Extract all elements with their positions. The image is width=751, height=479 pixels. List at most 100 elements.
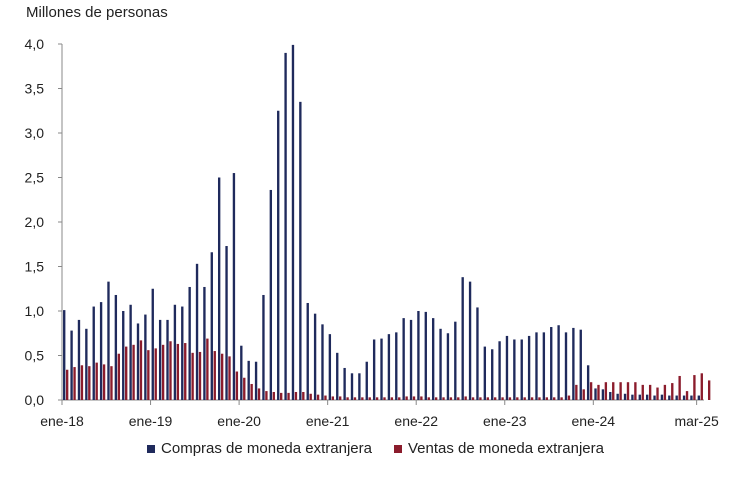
- bar-compras: [476, 307, 479, 400]
- bar-compras: [461, 277, 464, 400]
- bar-ventas: [191, 352, 194, 400]
- bar-compras: [439, 328, 442, 400]
- bar-compras: [431, 318, 435, 400]
- y-tick-label: 0,0: [25, 392, 45, 408]
- bar-ventas: [508, 397, 512, 400]
- bar-ventas: [220, 353, 224, 400]
- bar-compras: [240, 345, 243, 400]
- x-tick-label: ene-24: [572, 413, 616, 429]
- bar-compras: [122, 311, 125, 400]
- y-axis-title: Millones de personas: [26, 4, 168, 21]
- bar-compras: [623, 393, 627, 400]
- bar-compras: [491, 349, 494, 400]
- bar-compras: [586, 365, 590, 400]
- bar-compras: [306, 302, 309, 400]
- bar-ventas: [176, 343, 180, 400]
- bar-ventas: [656, 387, 659, 400]
- bar-ventas: [434, 397, 438, 400]
- bar-ventas: [383, 397, 386, 400]
- bar-ventas: [287, 392, 290, 400]
- bar-ventas: [479, 397, 482, 400]
- bar-compras: [594, 388, 597, 400]
- bar-compras: [129, 304, 132, 400]
- y-tick-label: 3,0: [25, 125, 45, 141]
- legend-swatch-ventas: [393, 444, 402, 453]
- bar-compras: [645, 394, 649, 400]
- bar-ventas: [516, 397, 519, 400]
- bar-compras: [483, 346, 487, 400]
- bar-compras: [631, 394, 634, 400]
- x-tick-label: ene-21: [306, 413, 350, 429]
- bar-compras: [114, 294, 118, 400]
- x-tick-label: ene-23: [483, 413, 527, 429]
- x-tick-label: ene-18: [40, 413, 84, 429]
- bar-compras: [446, 333, 450, 400]
- bar-compras: [564, 332, 568, 400]
- bar-ventas: [132, 344, 135, 400]
- bar-ventas: [139, 340, 143, 400]
- bar-ventas: [678, 375, 681, 400]
- bar-compras: [173, 304, 177, 400]
- bar-compras: [210, 252, 213, 400]
- bar-compras: [682, 395, 686, 400]
- bar-compras: [254, 361, 258, 400]
- bar-ventas: [316, 394, 320, 400]
- bar-compras: [299, 101, 302, 400]
- bar-compras: [660, 394, 664, 400]
- bar-compras: [638, 394, 641, 400]
- bar-compras: [63, 310, 66, 400]
- bar-ventas: [346, 397, 349, 400]
- bar-ventas: [457, 397, 460, 400]
- bar-compras: [203, 286, 206, 400]
- bar-compras: [409, 319, 413, 400]
- bar-compras: [166, 319, 169, 400]
- bar-compras: [550, 327, 553, 400]
- bar-compras: [247, 360, 250, 400]
- bar-ventas: [235, 371, 239, 400]
- bar-compras: [343, 367, 346, 400]
- legend-item-ventas: Ventas de moneda extranjera: [393, 440, 604, 457]
- bar-compras: [328, 334, 332, 400]
- bar-ventas: [309, 393, 312, 400]
- bar-ventas: [147, 350, 150, 400]
- bar-compras: [269, 189, 273, 400]
- bar-ventas: [353, 397, 357, 400]
- bar-ventas: [95, 362, 98, 400]
- bar-ventas: [582, 389, 585, 400]
- bar-compras: [336, 352, 339, 400]
- legend-swatch-compras: [147, 444, 156, 453]
- bar-compras: [277, 110, 280, 400]
- bar-ventas: [390, 397, 394, 400]
- bar-ventas: [420, 396, 423, 400]
- bar-compras: [387, 334, 391, 400]
- bar-ventas: [560, 397, 563, 400]
- bar-ventas: [619, 382, 622, 400]
- bar-ventas: [375, 397, 379, 400]
- bar-ventas: [553, 397, 556, 400]
- legend: Compras de moneda extranjera Ventas de m…: [0, 440, 751, 457]
- bar-compras: [99, 302, 103, 400]
- bar-ventas: [685, 391, 689, 400]
- bar-ventas: [169, 341, 172, 400]
- bar-ventas: [641, 384, 644, 400]
- bar-ventas: [501, 397, 504, 400]
- bar-ventas: [427, 397, 430, 400]
- bar-compras: [498, 341, 501, 400]
- bar-compras: [284, 52, 287, 401]
- bar-compras: [513, 339, 516, 400]
- bar-ventas: [648, 384, 652, 400]
- bar-ventas: [80, 365, 84, 400]
- bar-ventas: [575, 384, 578, 400]
- bar-ventas: [265, 391, 268, 400]
- bar-ventas: [671, 383, 674, 400]
- bar-ventas: [324, 395, 327, 400]
- x-tick-label: ene-22: [394, 413, 438, 429]
- bar-ventas: [368, 397, 371, 400]
- x-tick-label: ene-19: [129, 413, 173, 429]
- bar-compras: [505, 335, 509, 400]
- bar-compras: [85, 328, 88, 400]
- bar-ventas: [634, 382, 637, 400]
- bar-compras: [188, 286, 191, 400]
- bar-ventas: [398, 397, 401, 400]
